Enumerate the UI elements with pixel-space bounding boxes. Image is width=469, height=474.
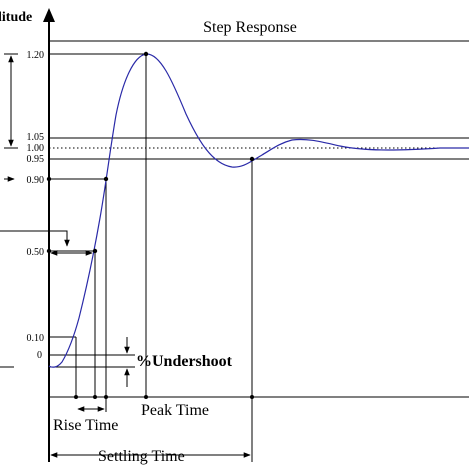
tick-label-1-00: 1.00 xyxy=(27,143,45,154)
peak-time-label: Peak Time xyxy=(141,402,209,419)
time-axis-dot-peak xyxy=(144,395,148,399)
fifty-percent-dot xyxy=(92,248,98,254)
time-axis-dot-ninety xyxy=(104,395,108,399)
fifty-axis-dot xyxy=(46,248,52,254)
time-axis-dot-fifty xyxy=(93,395,97,399)
ninety-axis-dot xyxy=(46,176,52,182)
step-response-curve xyxy=(48,53,469,368)
tick-label-0: 0 xyxy=(37,350,42,361)
settling-dot xyxy=(249,156,255,162)
time-axis-dot-settling xyxy=(250,395,254,399)
undershoot-label: %Undershoot xyxy=(136,353,233,370)
delay-time-arrow xyxy=(0,230,70,247)
rise-time-label: Rise Time xyxy=(53,417,118,434)
settling-time-label: Settling Time xyxy=(98,448,185,465)
time-axis-dot-ten xyxy=(74,395,78,399)
y-axis-arrow xyxy=(43,8,55,22)
tick-label-0-95: 0.95 xyxy=(27,154,45,165)
y-axis-label: litude xyxy=(0,10,32,25)
peak-dot xyxy=(143,51,149,57)
tick-label-1-05: 1.05 xyxy=(27,132,45,143)
tick-label-0-10: 0.10 xyxy=(27,333,45,344)
tick-label-0-90: 0.90 xyxy=(27,175,45,186)
chart-title: Step Response xyxy=(203,19,297,36)
tick-label-0-50: 0.50 xyxy=(27,247,45,258)
tick-label-1-20: 1.20 xyxy=(27,50,45,61)
ninety-percent-dot xyxy=(103,176,109,182)
